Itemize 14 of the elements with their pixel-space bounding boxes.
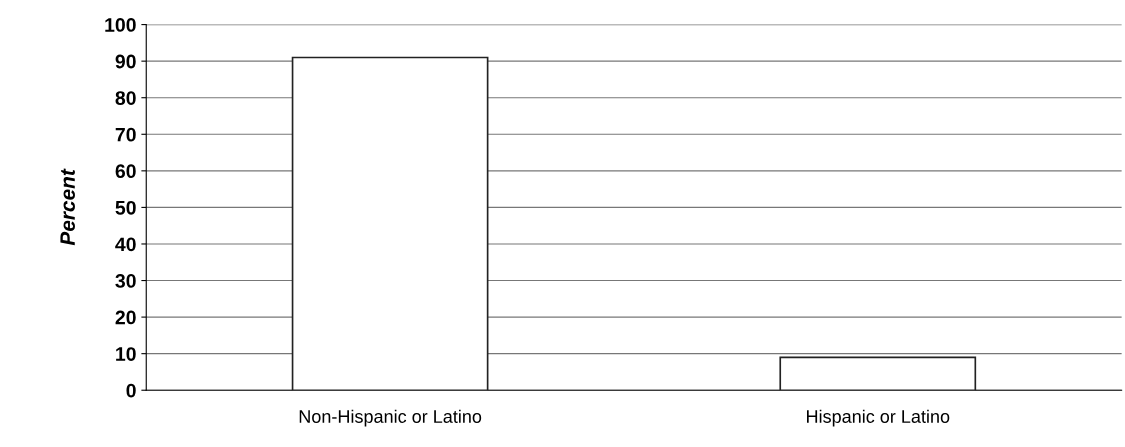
y-tick-label: 40 bbox=[115, 237, 136, 252]
y-tick-label: 10 bbox=[116, 347, 136, 361]
y-tick-label: 50 bbox=[115, 200, 136, 215]
x-tick-label: Hispanic or Latino bbox=[807, 409, 950, 427]
y-tick-label: 0 bbox=[126, 383, 136, 398]
y-tick-label: 20 bbox=[115, 310, 136, 325]
y-tick-label: 90 bbox=[115, 54, 136, 69]
y-tick-label: 100 bbox=[105, 18, 136, 32]
y-tick-label: 70 bbox=[115, 127, 136, 142]
y-tick-label: 60 bbox=[115, 164, 136, 179]
y-tick-label: 30 bbox=[115, 274, 136, 288]
y-tick-label: 80 bbox=[115, 91, 136, 105]
y-axis-title: Percent bbox=[60, 168, 75, 246]
x-tick-label: Non-Hispanic or Latino bbox=[299, 409, 482, 427]
